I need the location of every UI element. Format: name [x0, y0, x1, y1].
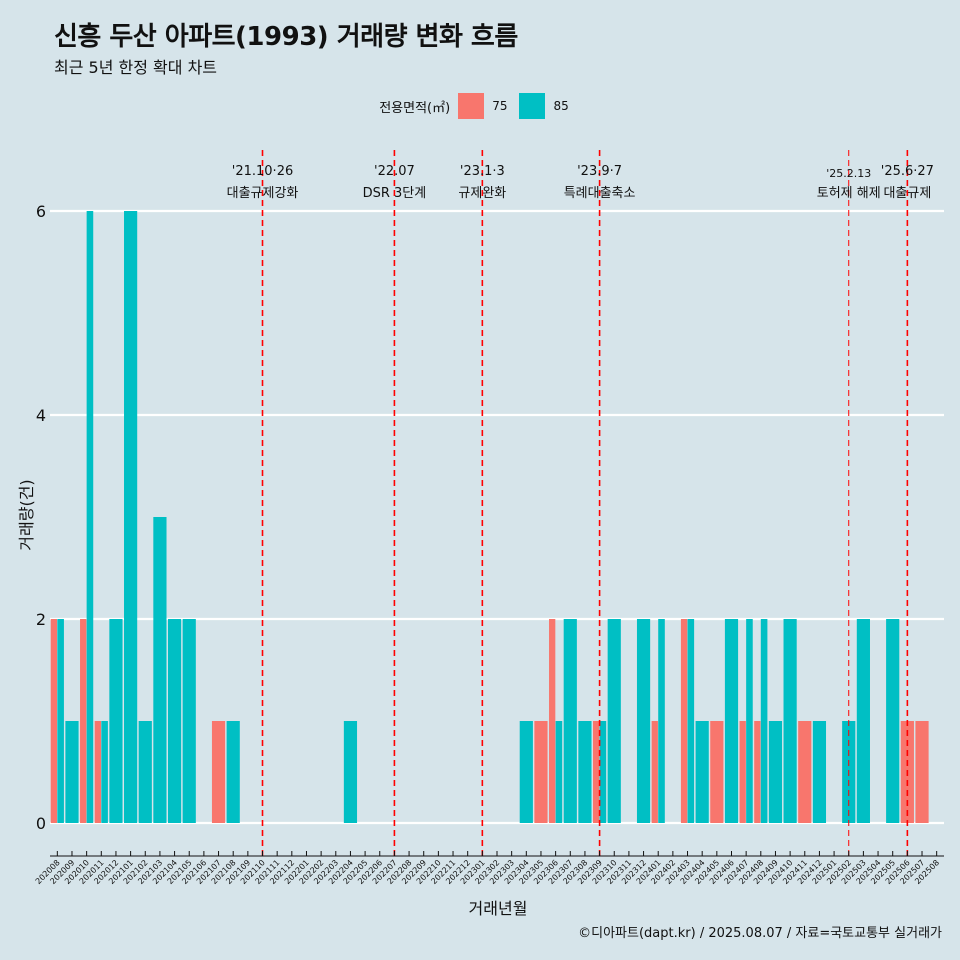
bar-75-202306	[549, 619, 556, 823]
bar-85-202011	[101, 721, 108, 823]
event-date-202506: '25.6·27	[881, 164, 934, 179]
legend: 전용면적(㎡) 75 85	[0, 93, 960, 119]
chart-title: 신흥 두산 아파트(1993) 거래량 변화 흐름	[54, 22, 518, 52]
bar-75-202010	[80, 619, 87, 823]
bar-75-202407	[739, 721, 746, 823]
x-axis: 2020082020092020102020112020122021012021…	[34, 851, 944, 886]
bar-75-202107	[211, 721, 226, 823]
bar-85-202009	[65, 721, 79, 823]
bar-85-202309	[599, 721, 607, 823]
bar-85-202410	[783, 619, 797, 823]
event-date-202207: '22.07	[374, 164, 415, 179]
y-axis: 0 2 4 6	[36, 202, 46, 833]
bar-85-202204	[343, 721, 358, 823]
event-label-202207: DSR 3단계	[363, 186, 427, 201]
bar-85-202108	[226, 721, 240, 823]
bar-75-202011	[94, 721, 101, 823]
bar-85-202503	[856, 619, 870, 823]
bar-85-202101	[124, 211, 138, 823]
bar-85-202105	[182, 619, 196, 823]
legend-swatch-85	[519, 93, 546, 119]
bar-75-202408	[754, 721, 761, 823]
bar-85-202102	[138, 721, 152, 823]
bar-85-202408	[760, 619, 768, 823]
bar-85-202306	[555, 721, 563, 823]
bar-85-202406	[724, 619, 739, 823]
y-tick-label-2: 2	[36, 610, 46, 629]
legend-label-85: 85	[553, 99, 569, 113]
chart-subtitle: 최근 5년 한정 확대 차트	[54, 58, 218, 77]
bar-85-202304	[519, 721, 533, 823]
event-date-202301: '23.1·3	[460, 164, 505, 179]
bar-75-202008	[50, 619, 58, 823]
bar-85-202103	[153, 517, 167, 823]
bar-85-202310	[607, 619, 621, 823]
x-axis-title: 거래년월	[469, 899, 528, 918]
legend-swatch-75	[458, 93, 485, 119]
event-label-202502: 토허제 해제	[817, 186, 881, 201]
bar-85-202505	[886, 619, 900, 823]
y-tick-label-4: 4	[36, 406, 46, 425]
event-label-202506: 대출규제	[883, 186, 931, 201]
bar-85-202307	[563, 619, 577, 823]
bar-85-202312	[636, 619, 651, 823]
bar-75-202403	[680, 619, 688, 823]
bar-85-202403	[687, 619, 695, 823]
y-tick-label-6: 6	[36, 202, 46, 221]
bar-85-202401	[658, 619, 665, 823]
legend-label-75: 75	[492, 99, 508, 113]
bar-75-202405	[710, 721, 724, 823]
event-label-202309: 특례대출축소	[564, 186, 636, 201]
bar-85-202409	[768, 721, 783, 823]
bar-85-202404	[695, 721, 709, 823]
bar-85-202308	[578, 721, 592, 823]
legend-title: 전용면적(㎡)	[379, 100, 451, 116]
bar-85-202010	[86, 211, 94, 823]
event-date-202502: '25.2.13	[826, 167, 871, 180]
event-date-202110: '21.10·26	[232, 164, 293, 179]
y-tick-label-0: 0	[36, 814, 46, 833]
bars	[50, 211, 929, 823]
bar-75-202309	[592, 721, 600, 823]
y-axis-title: 거래량(건)	[17, 479, 36, 550]
bar-85-202104	[167, 619, 182, 823]
bar-85-202407	[746, 619, 753, 823]
source-caption: ©디아파트(dapt.kr) / 2025.08.07 / 자료=국토교통부 실…	[578, 926, 942, 941]
bar-85-202008	[57, 619, 64, 823]
annotations: '21.10·26 대출규제강화 '22.07 DSR 3단계 '23.1·3 규제완화 '…	[227, 150, 934, 856]
event-label-202301: 규제완화	[458, 186, 506, 201]
bar-75-202411	[798, 721, 812, 823]
bar-75-202305	[534, 721, 548, 823]
bar-85-202412	[812, 721, 827, 823]
event-label-202110: 대출규제강화	[227, 186, 299, 201]
event-date-202309: '23.9·7	[577, 164, 622, 179]
bar-75-202507	[915, 721, 929, 823]
bar-85-202012	[109, 619, 123, 823]
bar-75-202401	[651, 721, 658, 823]
